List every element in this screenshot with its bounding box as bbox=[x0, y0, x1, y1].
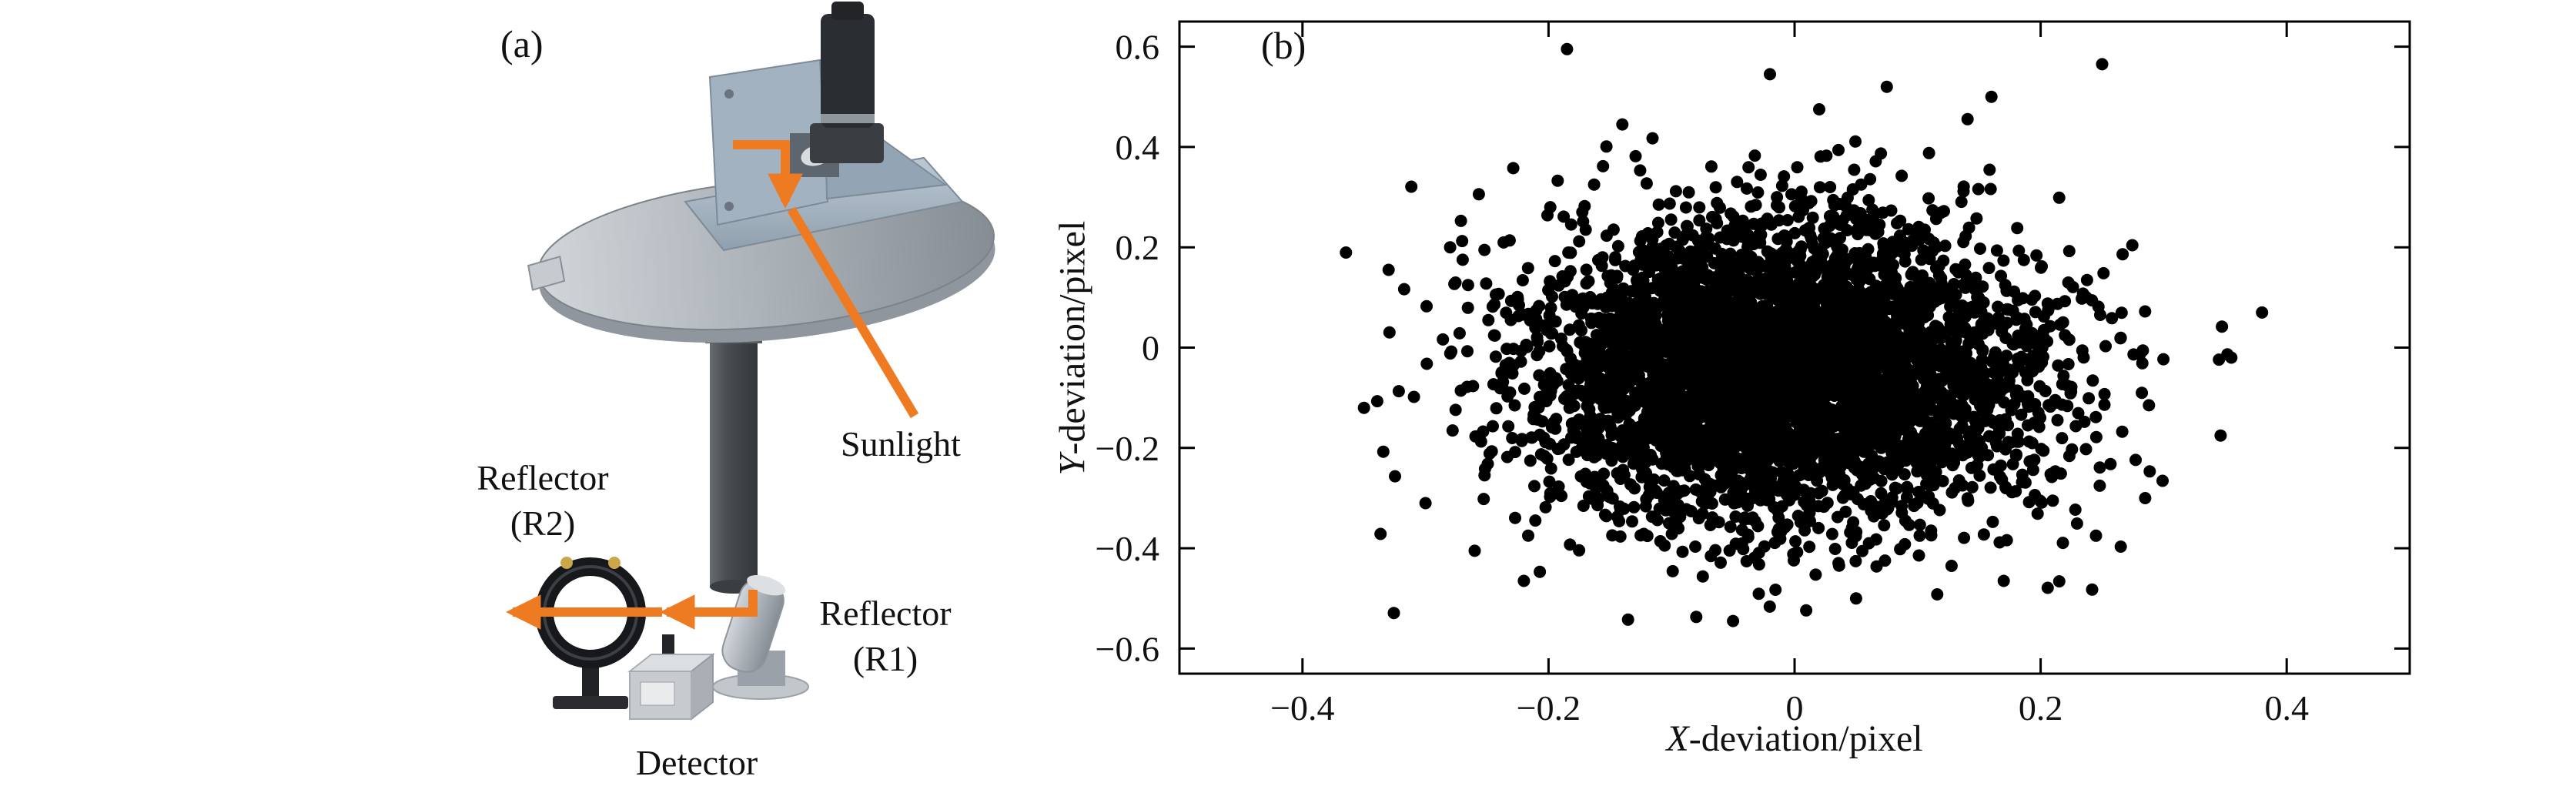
y-axis-label: Y-deviation/pixel bbox=[1052, 221, 1094, 476]
sunlight-label: Sunlight bbox=[841, 424, 961, 463]
x-tick-label: −0.2 bbox=[1517, 688, 1581, 728]
y-tick-label: 0.4 bbox=[1116, 128, 1160, 167]
r2-knob bbox=[560, 557, 573, 569]
reflector-r1-line1: Reflector bbox=[819, 594, 952, 633]
y-axis-label-rest: -deviation/pixel bbox=[1052, 220, 1093, 455]
reflector-r1-label: Reflector (R1) bbox=[770, 591, 1001, 682]
y-tick-label: −0.4 bbox=[1096, 529, 1159, 568]
y-tick-label: 0 bbox=[1142, 329, 1159, 368]
panel-a-label: (a) bbox=[500, 22, 544, 65]
reflector-r2-line2: (R2) bbox=[510, 503, 576, 543]
motor bbox=[810, 2, 884, 163]
output-beam-arrow bbox=[505, 590, 758, 630]
y-tick-label: −0.2 bbox=[1096, 429, 1159, 468]
x-tick-label: 0 bbox=[1786, 688, 1804, 728]
x-axis-variable: X bbox=[1666, 718, 1689, 759]
telescope-tube bbox=[705, 316, 762, 594]
y-tick-label: 0.6 bbox=[1116, 28, 1160, 67]
screw bbox=[724, 89, 734, 99]
platform-tab bbox=[527, 256, 566, 291]
panel-b-label: (b) bbox=[1261, 24, 1306, 67]
screw bbox=[724, 202, 734, 211]
redirected-ray-arrow bbox=[733, 140, 803, 209]
reflector-r1-assembly bbox=[712, 575, 809, 700]
sunlight-beam-arrow bbox=[733, 140, 919, 419]
detector-screen bbox=[640, 681, 675, 706]
incoming-sunlight-ray bbox=[787, 206, 919, 419]
x-axis-label-rest: -deviation/pixel bbox=[1688, 718, 1923, 759]
y-tick-label: 0.2 bbox=[1116, 228, 1160, 267]
x-tick-label: 0.4 bbox=[2264, 688, 2309, 728]
x-axis-label: X-deviation/pixel bbox=[1666, 718, 1922, 760]
reflector-r2-assembly bbox=[535, 557, 646, 709]
apparatus-illustration bbox=[505, 2, 995, 721]
scatter-points bbox=[1340, 42, 2269, 627]
reflector-r2-line1: Reflector bbox=[477, 458, 609, 497]
r2-knob bbox=[608, 557, 621, 569]
detector-box bbox=[627, 634, 715, 721]
x-tick-label: −0.4 bbox=[1270, 688, 1334, 728]
reflector-r2-label: Reflector (R2) bbox=[431, 456, 654, 547]
y-tick-label: −0.6 bbox=[1096, 629, 1159, 668]
y-axis-variable: Y bbox=[1052, 454, 1093, 476]
scatter-plot: −0.4 −0.2 0 0.2 0.4 −0.6 −0.4 −0.2 0 0.2 0.4 0.6 bbox=[1096, 20, 2411, 728]
detector-label: Detector bbox=[635, 743, 758, 782]
x-tick-label: 0.2 bbox=[2019, 688, 2063, 728]
reflector-r1-line2: (R1) bbox=[852, 638, 918, 678]
